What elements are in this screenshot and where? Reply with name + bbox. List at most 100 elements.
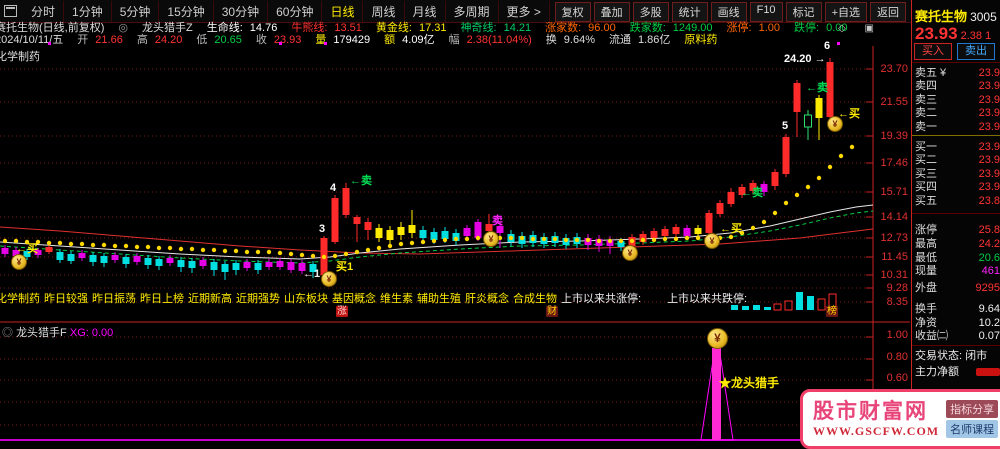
candle[interactable]: [815, 95, 823, 140]
bid-row-1[interactable]: 买一 23.9: [915, 141, 1000, 153]
window-icon[interactable]: [4, 5, 17, 17]
candle[interactable]: [749, 180, 757, 194]
candle[interactable]: [353, 215, 361, 242]
candle[interactable]: [463, 225, 471, 239]
candle[interactable]: [826, 58, 834, 119]
concept-tag[interactable]: 近期强势: [236, 293, 280, 305]
period-tab-10[interactable]: 更多 >: [499, 0, 550, 22]
candle[interactable]: [133, 253, 141, 265]
candle[interactable]: [78, 250, 86, 261]
candle[interactable]: [89, 252, 97, 266]
candle[interactable]: [122, 254, 130, 268]
candle[interactable]: [287, 259, 295, 273]
candle[interactable]: [166, 255, 174, 266]
candle[interactable]: [67, 251, 75, 264]
stat-row-5[interactable]: 换手 9.64: [915, 303, 1000, 315]
candle[interactable]: [397, 222, 405, 240]
candle[interactable]: [265, 259, 273, 270]
candle[interactable]: [232, 260, 240, 275]
candle[interactable]: [419, 226, 427, 242]
main-chart-area[interactable]: 化学制药 化学制药 昨日较强 昨日振荡 昨日上榜 近期新高 近期强势 山东板块 基因概念 维生素…: [0, 41, 910, 449]
bid-row-4[interactable]: 买四 23.9: [915, 181, 1000, 194]
candle[interactable]: [782, 134, 790, 177]
candle[interactable]: [606, 236, 614, 254]
stock-name[interactable]: 赛托生物: [915, 9, 968, 24]
period-tab-4[interactable]: 30分钟: [214, 0, 269, 22]
stat-row-2[interactable]: 最低 20.6: [915, 252, 1000, 264]
toolbar-button-1[interactable]: 叠加: [593, 2, 630, 22]
candle[interactable]: [804, 110, 812, 140]
candle[interactable]: [298, 260, 306, 274]
toolbar-button-6[interactable]: 标记: [785, 2, 822, 22]
candle[interactable]: [144, 255, 152, 269]
candle[interactable]: [276, 258, 284, 270]
stat-row-7[interactable]: 收益㈡ 0.07: [915, 330, 1000, 342]
concept-tag[interactable]: 山东板块: [284, 293, 328, 305]
ask-row-1[interactable]: 卖一 23.9: [915, 120, 1000, 133]
toolbar-button-3[interactable]: 统计: [671, 2, 708, 22]
candle[interactable]: [100, 253, 108, 267]
toolbar-button-0[interactable]: 复权: [554, 2, 591, 22]
concept-tag[interactable]: 昨日较强: [44, 293, 88, 305]
candle[interactable]: [716, 200, 724, 217]
candle[interactable]: [188, 258, 196, 273]
candle[interactable]: [727, 188, 735, 207]
bid-row-2[interactable]: 买二 23.9: [915, 154, 1000, 167]
candle[interactable]: [177, 257, 185, 272]
period-tab-9[interactable]: 多周期: [446, 0, 499, 22]
candle[interactable]: [408, 210, 416, 238]
candle[interactable]: [309, 261, 317, 278]
candle[interactable]: [199, 257, 207, 269]
indicator-collapse-icon[interactable]: ◎: [2, 327, 13, 339]
toolbar-button-5[interactable]: F10: [749, 2, 783, 22]
candle[interactable]: [34, 248, 42, 258]
period-tab-1[interactable]: 1分钟: [64, 0, 112, 22]
sell-button[interactable]: 卖出: [957, 43, 995, 60]
period-tab-0[interactable]: 分时: [23, 0, 65, 22]
period-tab-3[interactable]: 15分钟: [159, 0, 214, 22]
toolbar-button-4[interactable]: 画线: [710, 2, 747, 22]
concept-tag[interactable]: 昨日上榜: [140, 293, 184, 305]
ask-row-4[interactable]: 卖四 23.9: [915, 80, 1000, 93]
candle[interactable]: [364, 218, 372, 240]
concept-tag[interactable]: 辅助生殖: [417, 293, 461, 305]
buy-button[interactable]: 买入: [914, 43, 952, 60]
candle[interactable]: [243, 259, 251, 271]
candle[interactable]: [342, 183, 350, 218]
candle[interactable]: [738, 184, 746, 198]
candle[interactable]: [254, 260, 262, 274]
period-tab-8[interactable]: 月线: [405, 0, 446, 22]
candle[interactable]: [155, 256, 163, 270]
candle[interactable]: [1, 245, 9, 257]
stat-row-0[interactable]: 涨停 25.8: [915, 224, 1000, 236]
candle[interactable]: [496, 222, 504, 248]
ask-row-5[interactable]: 卖五 ¥23.9: [915, 67, 1000, 79]
candle[interactable]: [23, 249, 31, 260]
candle[interactable]: [221, 261, 229, 280]
candle[interactable]: [793, 80, 801, 137]
bid-row-3[interactable]: 买三 23.9: [915, 167, 1000, 180]
concept-tag[interactable]: 化学制药: [0, 293, 40, 305]
concept-tag[interactable]: 肝炎概念: [465, 293, 509, 305]
period-tab-7[interactable]: 周线: [363, 0, 405, 22]
candle[interactable]: [672, 224, 680, 237]
candle[interactable]: [210, 259, 218, 276]
stat-row-1[interactable]: 最高 24.2: [915, 238, 1000, 250]
bid-row-5[interactable]: 买五 23.8: [915, 194, 1000, 207]
concept-tag[interactable]: 基因概念: [332, 293, 376, 305]
ask-row-2[interactable]: 卖二 23.9: [915, 107, 1000, 120]
candle[interactable]: [694, 225, 702, 237]
candle[interactable]: [56, 249, 64, 263]
period-tab-2[interactable]: 5分钟: [112, 0, 160, 22]
candle[interactable]: [771, 169, 779, 190]
toolbar-button-7[interactable]: +自选: [824, 2, 867, 22]
ask-row-3[interactable]: 卖三 23.9: [915, 93, 1000, 106]
concept-tag[interactable]: 合成生物: [513, 293, 557, 305]
toolbar-button-2[interactable]: 多股: [632, 2, 669, 22]
candle[interactable]: [386, 226, 394, 244]
candle[interactable]: [375, 224, 383, 242]
concept-tag[interactable]: 维生素: [380, 293, 413, 305]
stat-row-6[interactable]: 净资 10.2: [915, 317, 1000, 329]
toolbar-button-8[interactable]: 返回: [870, 2, 906, 22]
candle[interactable]: [331, 195, 339, 244]
